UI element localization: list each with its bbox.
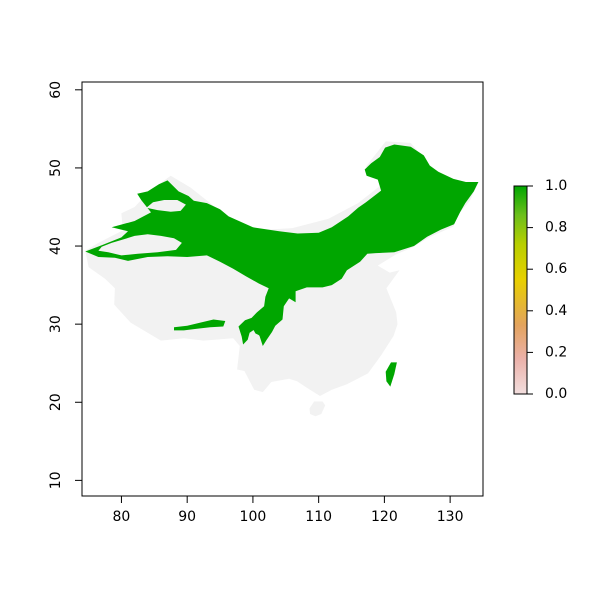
x-axis: 80 90 100 110 120 130	[113, 496, 464, 525]
region-northern-suitable-belt	[85, 144, 479, 346]
y-tick-label: 60	[48, 81, 64, 99]
colorbar-tick-label: 0.8	[545, 220, 567, 236]
region-junggar-basin	[146, 200, 186, 212]
x-tick-label: 130	[437, 509, 464, 525]
raster-layer	[85, 141, 479, 417]
region-sichuan-fragment	[250, 322, 267, 337]
colorbar-legend: 0.0 0.2 0.4 0.6 0.8 1.0	[513, 178, 567, 402]
y-tick-label: 20	[48, 393, 64, 411]
y-tick-label: 30	[48, 315, 64, 333]
colorbar-tick-label: 0.0	[545, 386, 567, 402]
x-tick-label: 90	[178, 509, 196, 525]
colorbar-tick-label: 0.2	[545, 344, 567, 360]
y-axis: 10 20 30 40 50 60	[48, 81, 82, 489]
region-hainan	[309, 401, 326, 417]
plot-frame	[81, 81, 484, 497]
x-tick-label: 80	[113, 509, 131, 525]
region-tarim-basin	[98, 234, 182, 256]
colorbar-gradient	[513, 185, 528, 395]
colorbar-tick-label: 0.6	[545, 261, 567, 277]
x-tick-label: 100	[240, 509, 267, 525]
region-taiwan	[385, 362, 397, 387]
region-tibet-western-strip	[174, 319, 226, 331]
y-tick-label: 10	[48, 471, 64, 489]
x-tick-label: 110	[305, 509, 332, 525]
colorbar-tick-label: 0.4	[545, 303, 567, 319]
x-tick-label: 120	[371, 509, 398, 525]
y-tick-label: 50	[48, 159, 64, 177]
region-qaidam-basin	[190, 260, 237, 278]
y-tick-label: 40	[48, 237, 64, 255]
colorbar-tick-label: 1.0	[545, 178, 567, 194]
